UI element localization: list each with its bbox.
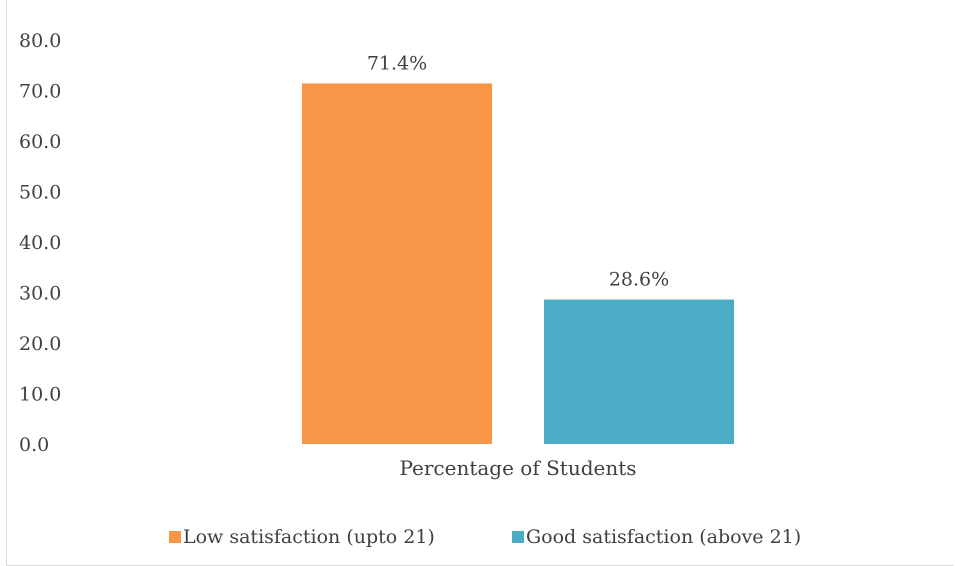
legend-swatch-low-satisfaction: [169, 531, 181, 543]
y-tick-label: 20.0: [19, 333, 61, 355]
category-label: Percentage of Students: [399, 456, 636, 480]
y-tick-label: 10.0: [19, 384, 61, 406]
bar-chart: 0.0 10.0 20.0 30.0 40.0 50.0 60.0 70.0 80.0 71.4…: [19, 30, 801, 548]
data-label-good-satisfaction: 28.6%: [609, 269, 669, 291]
y-tick-label: 60.0: [19, 131, 61, 153]
bar-low-satisfaction: [302, 83, 492, 445]
y-tick-label: 80.0: [19, 30, 61, 52]
bars: [302, 83, 734, 445]
y-tick-label: 70.0: [19, 81, 61, 103]
legend-item-good-satisfaction: Good satisfaction (above 21): [512, 526, 801, 548]
legend-item-low-satisfaction: Low satisfaction (upto 21): [169, 526, 435, 548]
legend-label-good-satisfaction: Good satisfaction (above 21): [526, 526, 801, 548]
y-axis: 0.0 10.0 20.0 30.0 40.0 50.0 60.0 70.0 80.0: [19, 30, 61, 456]
data-labels: 71.4% 28.6%: [367, 52, 669, 290]
y-tick-label: 40.0: [19, 232, 61, 254]
chart-frame: 0.0 10.0 20.0 30.0 40.0 50.0 60.0 70.0 80.0 71.4…: [6, 0, 954, 566]
y-tick-label: 30.0: [19, 283, 61, 305]
legend-swatch-good-satisfaction: [512, 531, 524, 543]
y-tick-label: 50.0: [19, 182, 61, 204]
y-tick-label: 0.0: [19, 434, 49, 456]
legend: Low satisfaction (upto 21) Good satisfac…: [169, 526, 801, 548]
legend-label-low-satisfaction: Low satisfaction (upto 21): [183, 526, 435, 548]
bar-good-satisfaction: [544, 299, 734, 444]
data-label-low-satisfaction: 71.4%: [367, 52, 427, 74]
x-axis: Percentage of Students: [399, 456, 636, 480]
